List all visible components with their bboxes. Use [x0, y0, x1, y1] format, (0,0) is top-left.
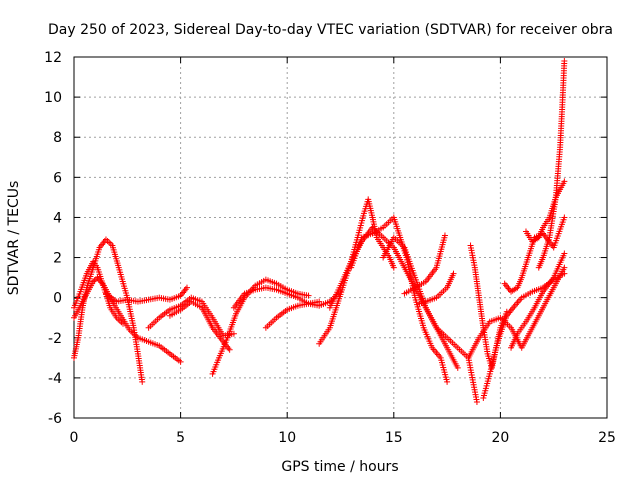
data-point-marker: [444, 378, 451, 385]
y-tick-label: 8: [53, 130, 62, 146]
data-point-marker: [390, 264, 397, 271]
data-point-marker: [226, 346, 233, 353]
chart-title: Day 250 of 2023, Sidereal Day-to-day VTE…: [48, 22, 613, 38]
x-axis-label: GPS time / hours: [281, 459, 398, 475]
series-arc-12: [348, 214, 451, 385]
data-point-marker: [177, 358, 184, 365]
y-tick-label: 4: [53, 210, 62, 226]
x-tick-label: 0: [70, 430, 79, 446]
data-point-marker: [561, 214, 568, 221]
series-arc-19: [501, 214, 568, 295]
series-arc-10: [316, 196, 397, 347]
series-arc-5: [145, 294, 237, 339]
data-point-marker: [115, 316, 122, 323]
data-point-marker: [441, 232, 448, 239]
series-arc-14: [401, 232, 448, 297]
y-tick-label: 2: [53, 251, 62, 267]
x-tick-label: 25: [598, 430, 616, 446]
series-arc-1: [71, 236, 146, 385]
y-tick-label: -4: [48, 371, 62, 387]
data-point-marker: [183, 284, 190, 291]
data-point-marker: [91, 277, 98, 284]
data-point-marker: [90, 278, 97, 285]
series-arc-18: [480, 270, 568, 401]
data-point-marker: [450, 270, 457, 277]
series-arc-21: [535, 58, 568, 271]
tick-labels: 0 5 10 15 20 25 -6 -4 -2 0 2 4 6 8 10 12: [44, 50, 616, 446]
y-tick-label: -6: [48, 411, 62, 427]
data-point-marker: [561, 58, 568, 65]
y-tick-label: 6: [53, 170, 62, 186]
y-axis-label: SDTVAR / TECUs: [6, 181, 22, 296]
data-point-marker: [473, 398, 480, 405]
data-point-marker: [454, 364, 461, 371]
plot-frame: [73, 56, 608, 419]
x-tick-label: 20: [491, 430, 509, 446]
grid: [74, 57, 607, 418]
data-point-marker: [106, 239, 113, 246]
series-arc-20: [522, 178, 568, 245]
data-point-marker: [561, 250, 568, 257]
series-arc-13: [380, 234, 461, 371]
series-arc-7: [209, 276, 312, 377]
data-marks: [71, 58, 568, 405]
series-arc-22: [508, 250, 568, 351]
data-point-marker: [561, 264, 568, 271]
y-tick-label: -2: [48, 331, 62, 347]
data-point-marker: [305, 292, 312, 299]
y-tick-label: 12: [44, 50, 62, 66]
x-tick-label: 15: [385, 430, 403, 446]
data-point-marker: [139, 378, 146, 385]
x-tick-label: 10: [278, 430, 296, 446]
data-point-marker: [561, 178, 568, 185]
series-arc-4: [102, 284, 190, 305]
data-point-marker: [561, 270, 568, 277]
x-tick-label: 5: [176, 430, 185, 446]
series-arc-15: [416, 270, 457, 307]
series-arc-8: [230, 284, 323, 311]
y-tick-label: 10: [44, 90, 62, 106]
y-tick-label: 0: [53, 291, 62, 307]
